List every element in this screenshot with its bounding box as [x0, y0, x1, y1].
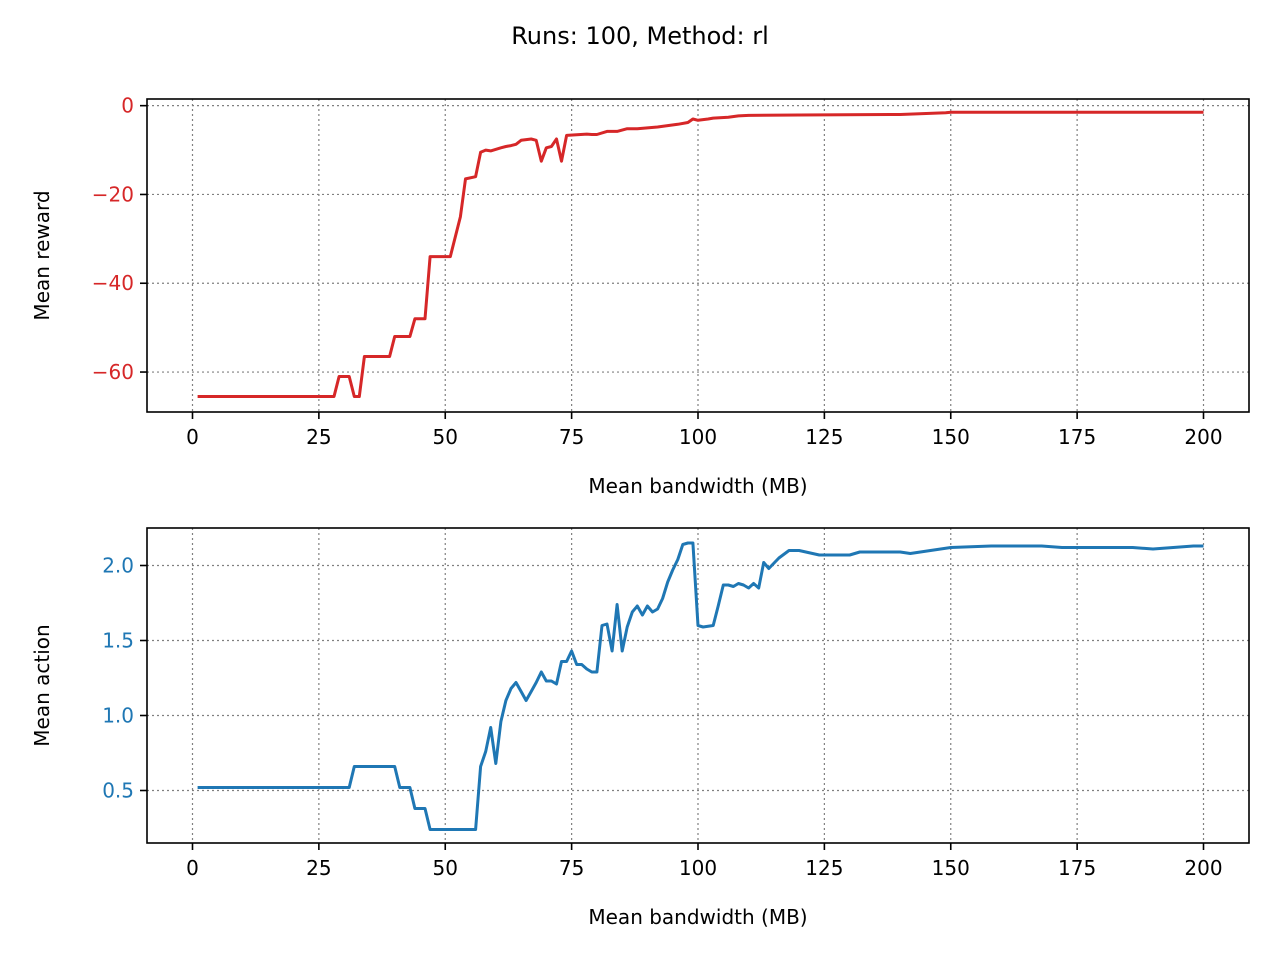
action-panel: 0 25 50 75 100 125 150 175 200 0.5 1.0 1.5 2.0 Mean b… [30, 527, 1250, 929]
action-xlabel: Mean bandwidth (MB) [588, 905, 807, 929]
reward-xtick-label-4: 100 [679, 425, 717, 449]
action-xtick-label-4: 100 [679, 856, 717, 880]
reward-xtick-label-8: 200 [1184, 425, 1222, 449]
action-ytick-label-2: 1.5 [102, 629, 134, 653]
action-ytick-label-3: 2.0 [102, 554, 134, 578]
reward-xtick-label-7: 175 [1058, 425, 1096, 449]
reward-xtick-label-1: 25 [306, 425, 331, 449]
action-ytick-label-1: 1.0 [102, 704, 134, 728]
reward-panel: 0 25 50 75 100 125 150 175 200 −60 −40 −20 0 Mean ban… [30, 94, 1250, 498]
reward-xtick-label-5: 125 [805, 425, 843, 449]
reward-xtick-label-0: 0 [186, 425, 199, 449]
action-xtick-label-0: 0 [186, 856, 199, 880]
reward-ytick-label-1: −40 [92, 271, 134, 295]
action-xtick-label-1: 25 [306, 856, 331, 880]
action-ylabel: Mean action [30, 624, 54, 746]
reward-ytick-label-0: −60 [92, 360, 134, 384]
reward-xtick-label-6: 150 [932, 425, 970, 449]
reward-ytick-label-3: 0 [121, 94, 134, 118]
reward-xlabel: Mean bandwidth (MB) [588, 474, 807, 498]
action-xtick-label-6: 150 [932, 856, 970, 880]
action-xtick-label-2: 50 [433, 856, 458, 880]
reward-ylabel: Mean reward [30, 190, 54, 320]
action-xtick-label-7: 175 [1058, 856, 1096, 880]
reward-series-line-0 [197, 110, 1204, 398]
reward-ytick-label-2: −20 [92, 182, 134, 206]
action-xtick-label-3: 75 [559, 856, 584, 880]
action-ytick-label-0: 0.5 [102, 779, 134, 803]
action-xtick-label-8: 200 [1184, 856, 1222, 880]
action-series-line-0 [197, 541, 1204, 831]
figure-title: Runs: 100, Method: rl [511, 22, 769, 50]
reward-xtick-label-3: 75 [559, 425, 584, 449]
reward-xtick-label-2: 50 [433, 425, 458, 449]
action-xtick-label-5: 125 [805, 856, 843, 880]
